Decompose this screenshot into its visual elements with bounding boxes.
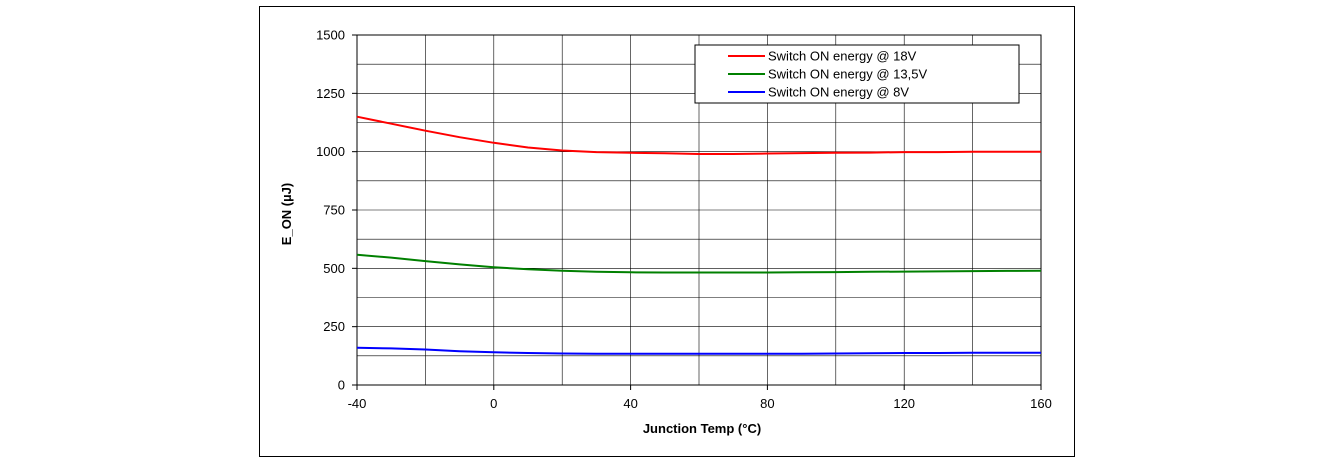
x-tick-label: 40 — [623, 396, 637, 411]
series-line-2 — [356, 253, 1042, 274]
x-tick-label: 80 — [760, 396, 774, 411]
series-layer — [356, 115, 1042, 355]
legend-items: Switch ON energy @ 18V Switch ON energy @… — [728, 49, 927, 100]
y-tick-label: 1000 — [316, 144, 345, 159]
x-tick-label: -40 — [348, 396, 367, 411]
y-tick-label: 750 — [323, 203, 345, 218]
y-tick-label: 1250 — [316, 86, 345, 101]
legend-label-2: Switch ON energy @ 13,5V — [768, 67, 927, 82]
x-axis-title: Junction Temp (°C) — [643, 421, 761, 436]
y-tick-label: 0 — [338, 378, 345, 393]
y-tick-label: 250 — [323, 319, 345, 334]
legend-label-1: Switch ON energy @ 18V — [768, 49, 917, 64]
y-axis-title: E_ON (µJ) — [279, 183, 294, 245]
x-tick-label: 160 — [1030, 396, 1052, 411]
x-tick-label: 0 — [490, 396, 497, 411]
series-line-3 — [356, 346, 1041, 355]
legend-label-3: Switch ON energy @ 8V — [768, 85, 909, 100]
y-tick-label: 500 — [323, 261, 345, 276]
series-line-1 — [356, 115, 1041, 155]
legend: Switch ON energy @ 18V Switch ON energy @… — [694, 44, 1020, 104]
y-tick-label: 1500 — [316, 28, 345, 43]
x-tick-label: 120 — [893, 396, 915, 411]
